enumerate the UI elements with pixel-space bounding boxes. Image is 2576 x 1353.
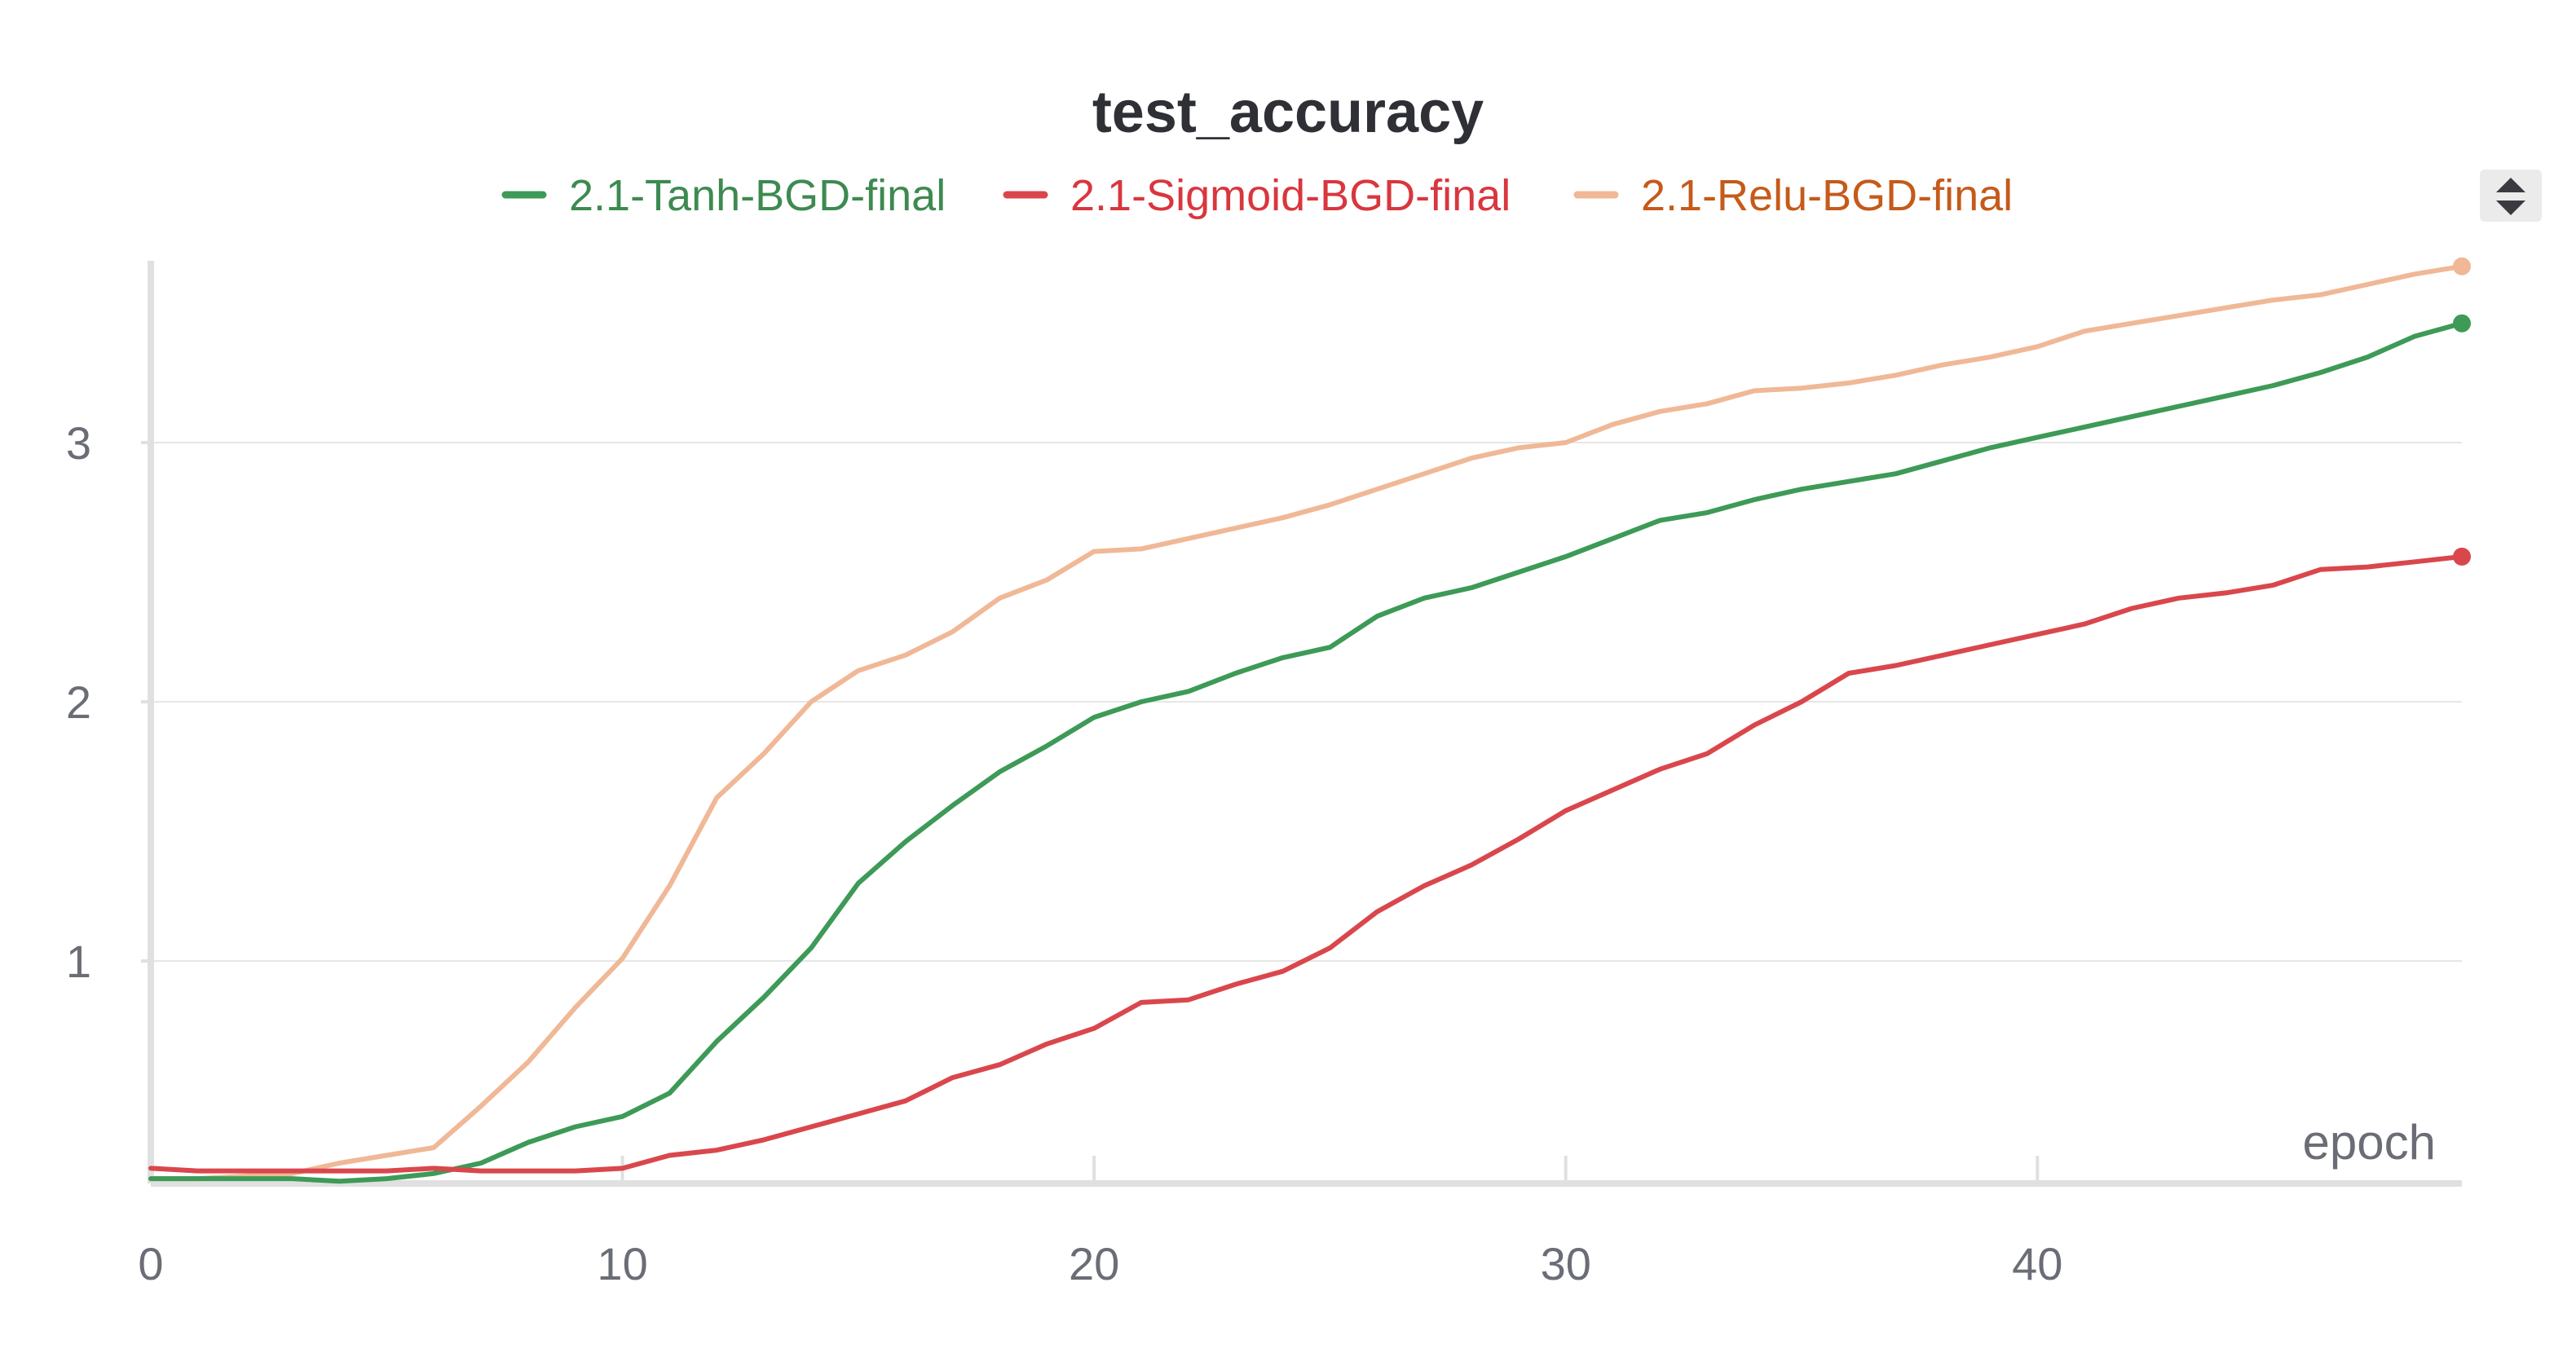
legend-label: 2.1-Sigmoid-BGD-final — [1070, 171, 1511, 220]
y-tick-label: 2 — [66, 676, 91, 728]
legend-item-2-1-tanh-bgd-final[interactable]: 2.1-Tanh-BGD-final — [501, 171, 946, 220]
y-tick-label: 3 — [66, 417, 91, 469]
x-axis-label: epoch — [2303, 1115, 2436, 1170]
axes — [148, 261, 2462, 1187]
legend-label: 2.1-Tanh-BGD-final — [569, 171, 946, 220]
series-line-2-1-sigmoid-bgd-final — [148, 553, 2464, 1174]
x-ticks: 0 10 20 30 40 — [138, 1156, 2062, 1289]
series-endpoint-2-1-sigmoid-bgd-final — [2453, 547, 2471, 566]
legend: 2.1-Tanh-BGD-final 2.1-Sigmoid-BGD-final 2… — [501, 171, 2013, 220]
y-tick-label: 1 — [66, 936, 91, 987]
x-tick-label: 20 — [1069, 1238, 1119, 1289]
x-tick-label: 0 — [138, 1238, 163, 1289]
x-tick-label: 10 — [597, 1238, 647, 1289]
y-ticks: 1 2 3 — [66, 417, 151, 987]
legend-label: 2.1-Relu-BGD-final — [1641, 171, 2013, 220]
legend-item-2-1-sigmoid-bgd-final[interactable]: 2.1-Sigmoid-BGD-final — [1003, 171, 1511, 220]
sort-updown-icon[interactable] — [2480, 170, 2542, 222]
legend-item-2-1-relu-bgd-final[interactable]: 2.1-Relu-BGD-final — [1573, 171, 2013, 220]
series-layer — [148, 257, 2471, 1184]
series-endpoint-2-1-relu-bgd-final — [2453, 257, 2471, 275]
series-line-2-1-relu-bgd-final — [148, 263, 2464, 1182]
x-tick-label: 40 — [2012, 1238, 2062, 1289]
series-line-2-1-tanh-bgd-final — [148, 320, 2464, 1184]
x-tick-label: 30 — [1541, 1238, 1591, 1289]
chart-title: test_accuracy — [1092, 80, 1484, 145]
series-endpoint-2-1-tanh-bgd-final — [2453, 314, 2471, 333]
